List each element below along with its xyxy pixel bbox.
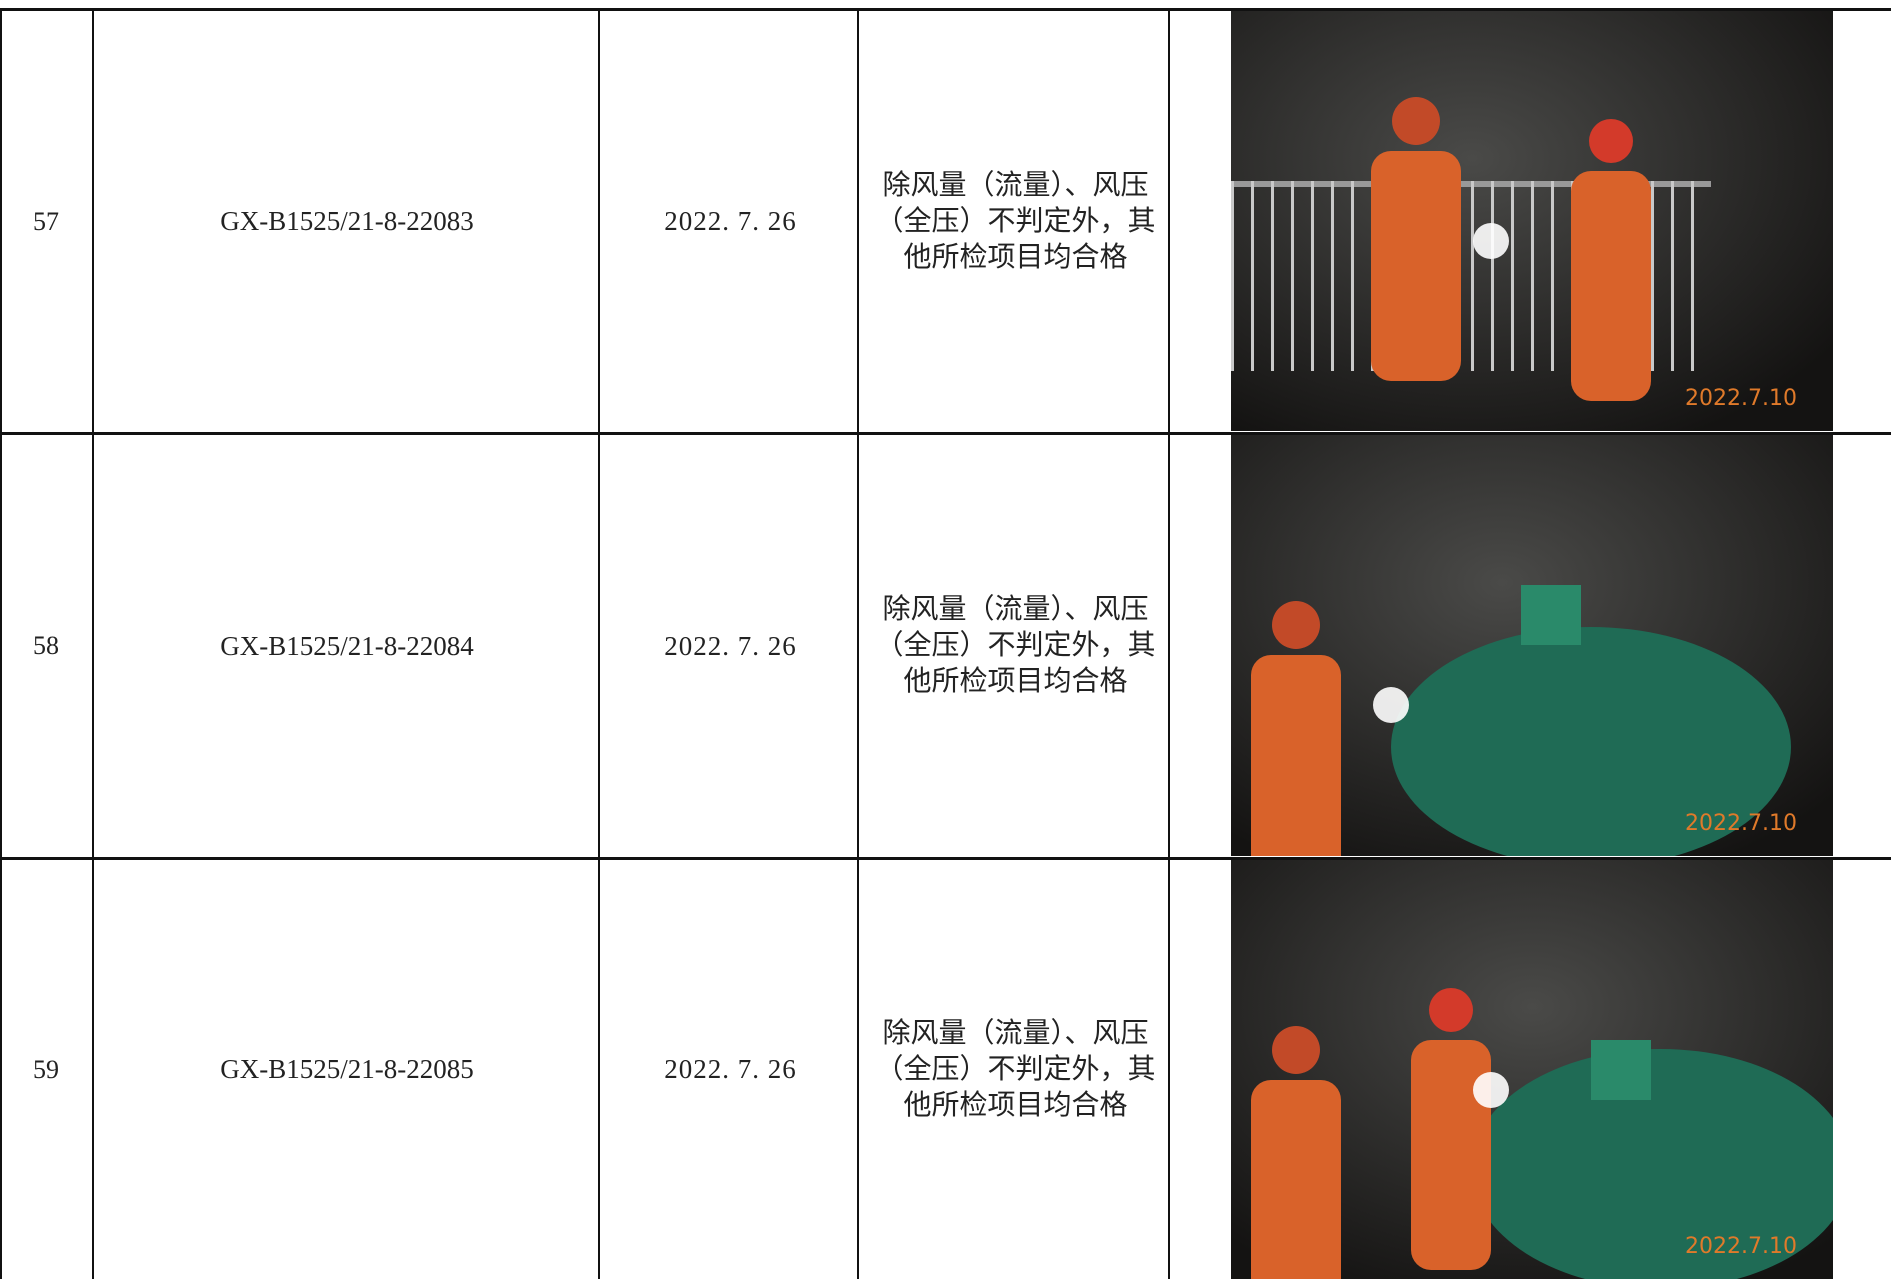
photo-date: 2022.7.10 <box>1685 811 1797 836</box>
test-result: 除风量（流量）、风压（全压）不判定外，其他所检项目均合格 <box>875 1017 1156 1121</box>
row-border <box>0 432 1891 435</box>
test-date: 2022. 7. 26 <box>664 630 797 661</box>
column-border <box>92 8 94 1279</box>
row-number: 57 <box>33 206 59 236</box>
photo-date: 2022.7.10 <box>1685 1234 1797 1259</box>
sample-code: GX-B1525/21-8-22085 <box>220 1054 474 1084</box>
test-date: 2022. 7. 26 <box>664 1054 797 1084</box>
photo-date: 2022.7.10 <box>1685 386 1797 411</box>
test-date: 2022. 7. 26 <box>664 206 797 236</box>
column-border <box>1168 8 1170 1279</box>
photo-scene <box>1231 11 1833 431</box>
row-number: 59 <box>33 1054 59 1084</box>
site-photo: 2022.7.10 <box>1231 11 1833 431</box>
row-border <box>0 8 1891 11</box>
photo-scene <box>1231 860 1833 1279</box>
sample-code: GX-B1525/21-8-22083 <box>220 206 474 236</box>
column-border <box>598 8 600 1279</box>
row-border <box>0 857 1891 860</box>
column-border <box>0 8 2 1279</box>
column-border <box>857 8 859 1279</box>
test-result: 除风量（流量）、风压（全压）不判定外，其他所检项目均合格 <box>875 169 1156 273</box>
row-number: 58 <box>33 631 59 660</box>
site-photo: 2022.7.10 <box>1231 435 1833 856</box>
test-result: 除风量（流量）、风压（全压）不判定外，其他所检项目均合格 <box>875 594 1156 697</box>
sample-code: GX-B1525/21-8-22084 <box>220 630 474 661</box>
photo-scene <box>1231 435 1833 856</box>
site-photo: 2022.7.10 <box>1231 860 1833 1279</box>
